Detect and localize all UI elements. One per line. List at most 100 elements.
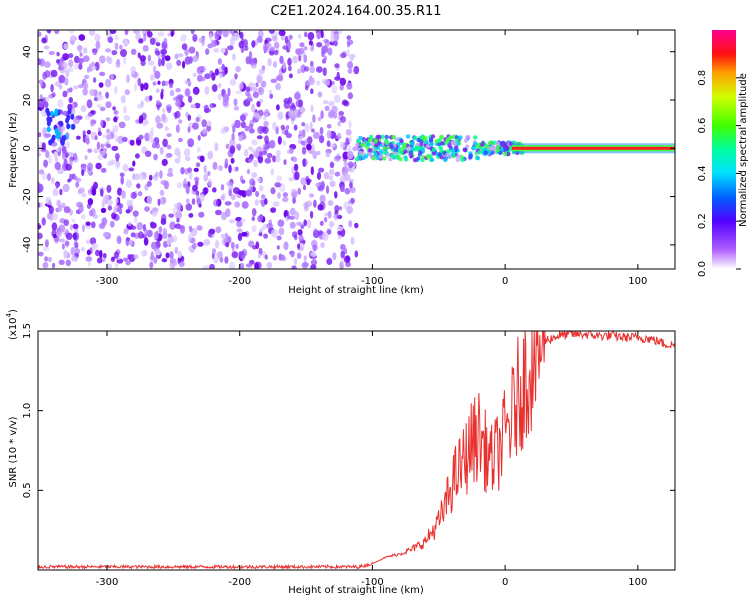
noise-speck <box>120 49 127 57</box>
noise-speck <box>304 31 308 38</box>
noise-speck <box>195 162 201 168</box>
noise-speck <box>106 184 112 193</box>
noise-speck <box>65 141 70 149</box>
noise-speck <box>190 227 198 237</box>
noise-speck <box>58 84 63 90</box>
noise-speck <box>241 201 249 209</box>
noise-speck <box>313 199 317 208</box>
noise-speck <box>89 89 95 97</box>
noise-speck <box>152 207 158 212</box>
noise-speck <box>175 88 181 93</box>
noise-speck <box>235 243 239 249</box>
spec-x-tick-label: -200 <box>228 276 251 287</box>
noise-speck <box>293 257 298 265</box>
noise-speck <box>238 82 244 90</box>
noise-speck <box>207 178 213 187</box>
noise-speck <box>240 218 246 223</box>
noise-speck <box>190 30 195 35</box>
noise-speck <box>204 104 209 114</box>
tone-speck <box>384 134 389 140</box>
noise-speck <box>330 33 335 43</box>
tone-speck <box>393 151 398 156</box>
noise-speck <box>135 173 140 181</box>
noise-speck <box>310 166 314 176</box>
noise-speck <box>43 45 50 50</box>
noise-speck <box>62 110 69 116</box>
noise-bright-speck <box>70 113 75 120</box>
noise-speck <box>349 54 354 62</box>
noise-speck <box>85 221 91 226</box>
noise-speck <box>277 74 284 82</box>
noise-speck <box>329 180 336 188</box>
noise-speck <box>218 165 223 172</box>
noise-speck <box>68 87 73 93</box>
noise-speck <box>257 125 264 135</box>
noise-speck <box>320 110 324 119</box>
noise-speck <box>270 187 276 195</box>
noise-speck <box>114 42 119 51</box>
noise-speck <box>347 68 353 74</box>
tone-speck <box>389 145 394 150</box>
noise-speck <box>224 256 229 264</box>
noise-bright-speck <box>46 116 51 123</box>
noise-speck <box>272 122 277 130</box>
noise-speck <box>169 251 174 260</box>
noise-speck <box>96 141 101 150</box>
noise-speck <box>73 63 79 70</box>
noise-speck <box>334 63 340 69</box>
noise-speck <box>38 183 44 193</box>
noise-speck <box>47 30 52 34</box>
noise-speck <box>316 42 323 48</box>
noise-bright-speck <box>49 110 54 117</box>
noise-speck <box>238 135 243 142</box>
noise-speck <box>215 226 222 234</box>
noise-speck <box>301 129 306 138</box>
noise-speck <box>329 161 335 169</box>
noise-speck <box>139 55 146 62</box>
noise-speck <box>56 51 60 57</box>
noise-speck <box>144 228 148 237</box>
noise-speck <box>203 173 208 182</box>
noise-bright-speck <box>51 134 56 141</box>
noise-speck <box>316 66 323 73</box>
noise-speck <box>307 136 313 145</box>
noise-speck <box>203 239 211 246</box>
noise-speck <box>95 40 101 50</box>
tone-speck <box>443 157 448 163</box>
noise-speck <box>58 74 66 84</box>
noise-speck <box>344 173 351 182</box>
noise-speck <box>303 255 307 263</box>
noise-speck <box>229 78 237 86</box>
noise-speck <box>322 100 329 105</box>
noise-speck <box>75 181 80 188</box>
noise-speck <box>262 223 268 229</box>
noise-speck <box>255 82 259 88</box>
noise-speck <box>301 146 307 155</box>
noise-bright-speck <box>71 123 76 130</box>
noise-speck <box>184 80 190 85</box>
noise-speck <box>71 218 76 223</box>
tone-speck <box>465 134 471 139</box>
noise-speck <box>125 260 131 266</box>
noise-speck <box>251 87 258 92</box>
noise-speck <box>162 227 167 237</box>
noise-speck <box>251 63 257 69</box>
svg-text:(x104): (x104) <box>5 309 19 340</box>
noise-speck <box>207 43 213 49</box>
noise-speck <box>304 125 310 133</box>
noise-speck <box>289 215 295 220</box>
noise-speck <box>119 44 123 50</box>
noise-speck <box>266 223 274 229</box>
noise-speck <box>299 42 305 48</box>
noise-speck <box>308 40 313 46</box>
noise-speck <box>244 125 250 132</box>
noise-speck <box>300 64 306 73</box>
noise-speck <box>257 155 264 164</box>
noise-speck <box>190 104 197 109</box>
tone-speck <box>505 145 510 150</box>
noise-speck <box>72 223 79 230</box>
noise-speck <box>263 146 268 154</box>
tone-speck <box>378 154 383 159</box>
noise-speck <box>270 168 275 176</box>
noise-speck <box>123 55 127 65</box>
